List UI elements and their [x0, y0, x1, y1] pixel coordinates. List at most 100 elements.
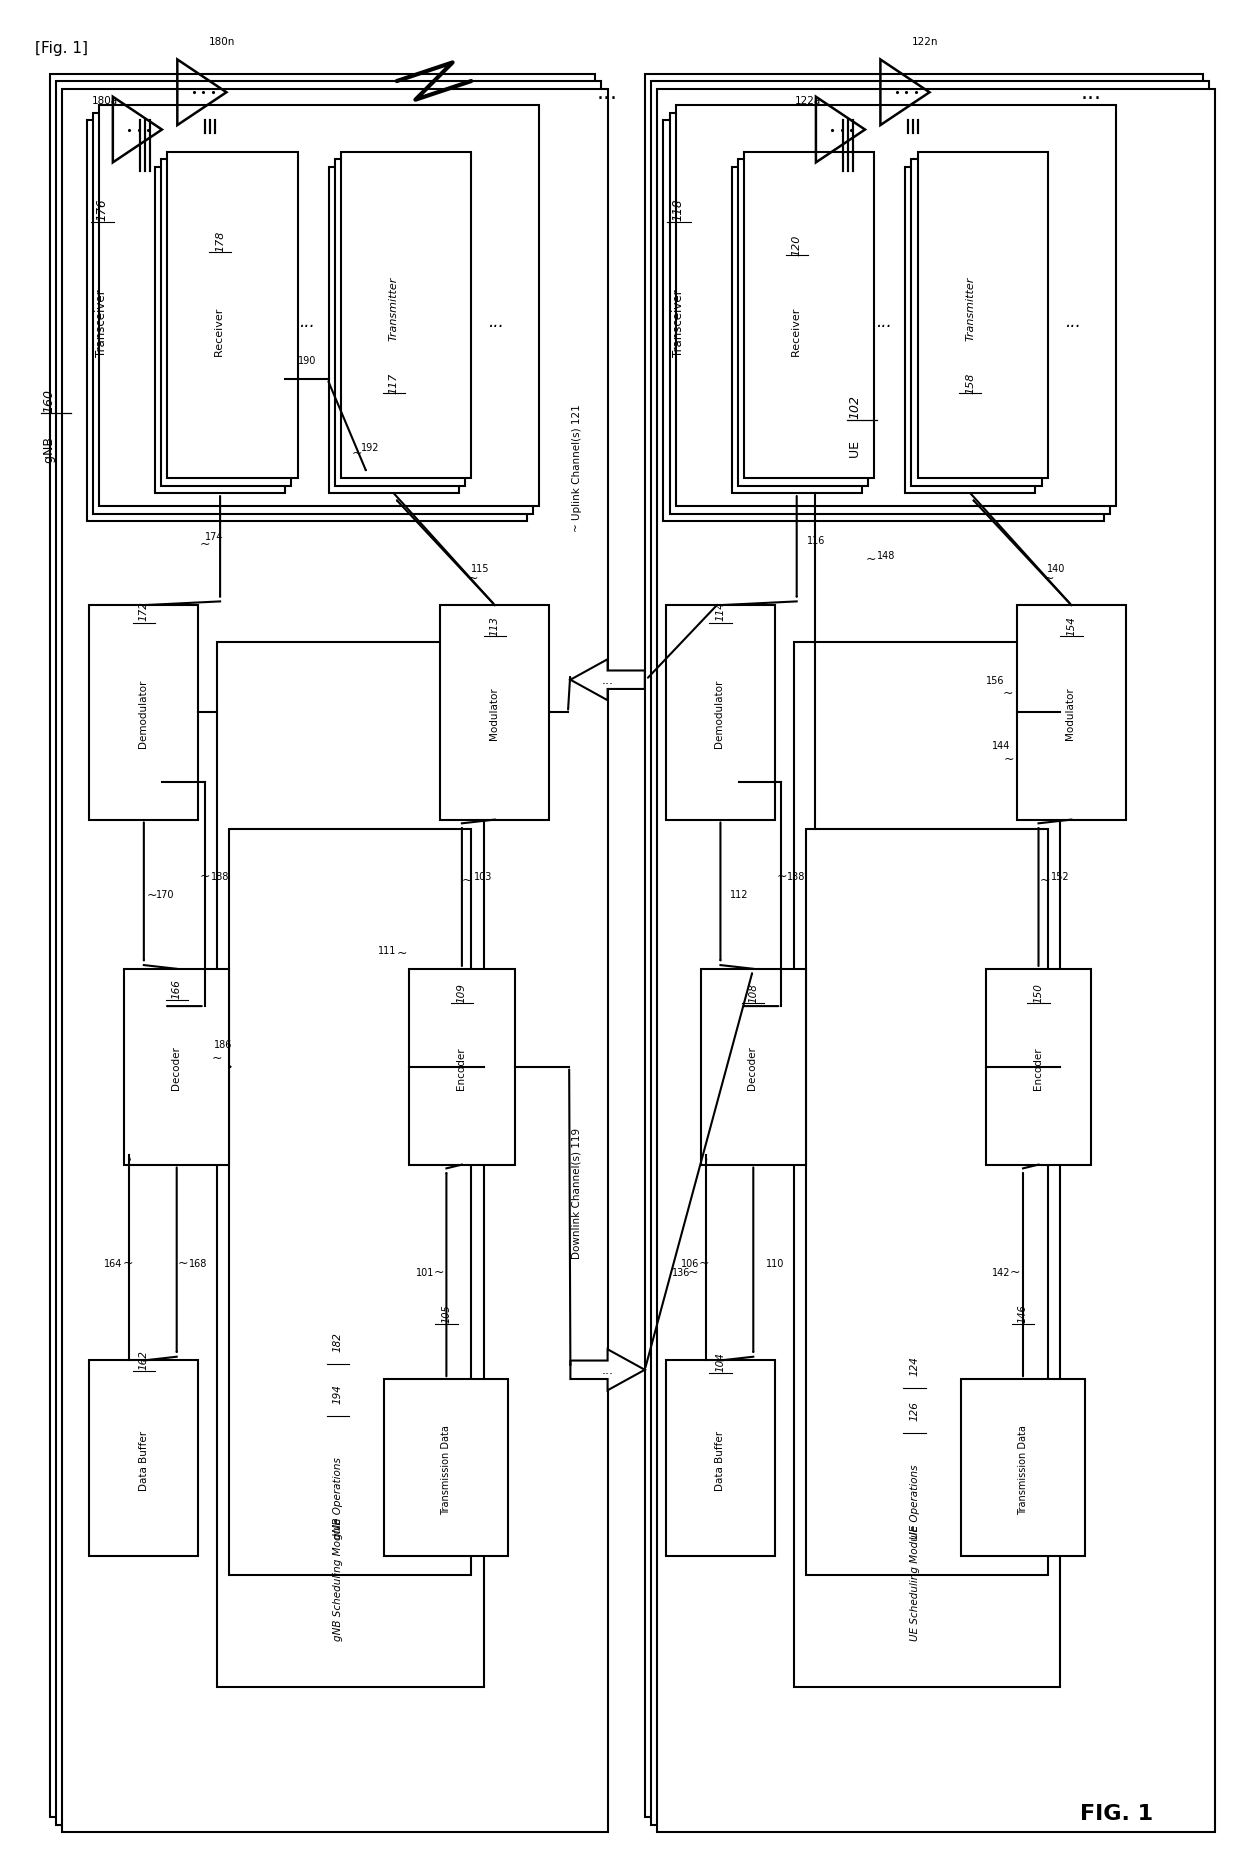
Bar — [657, 89, 1215, 1832]
Text: ...: ... — [299, 313, 315, 330]
Text: ~: ~ — [1011, 1266, 1021, 1279]
Bar — [1017, 606, 1126, 820]
Bar — [56, 82, 601, 1825]
Text: 170: 170 — [156, 889, 175, 900]
Text: 126: 126 — [909, 1400, 920, 1420]
Text: ~: ~ — [699, 1256, 709, 1269]
Bar — [670, 114, 1110, 514]
Text: gNB Operations: gNB Operations — [332, 1452, 343, 1538]
Text: 156: 156 — [986, 675, 1004, 686]
Bar — [89, 606, 198, 820]
Text: 113: 113 — [490, 615, 500, 636]
Text: 190: 190 — [298, 356, 316, 365]
Bar — [645, 75, 1203, 1817]
Text: 103: 103 — [474, 870, 492, 882]
Text: Downlink Channel(s) 119: Downlink Channel(s) 119 — [572, 1128, 582, 1258]
Bar — [744, 153, 874, 479]
Polygon shape — [570, 660, 645, 701]
Text: 138: 138 — [787, 870, 806, 882]
Text: ~: ~ — [352, 447, 362, 459]
Bar — [961, 1379, 1085, 1556]
Text: gNB: gNB — [43, 432, 56, 462]
Bar — [738, 160, 868, 487]
Bar — [986, 969, 1091, 1165]
Bar — [701, 969, 806, 1165]
Text: Encoder: Encoder — [456, 1044, 467, 1090]
Text: 158: 158 — [965, 373, 976, 393]
Text: 124: 124 — [909, 1355, 920, 1376]
Text: 118: 118 — [672, 198, 684, 222]
Text: ...: ... — [489, 313, 503, 330]
Bar — [161, 160, 291, 487]
Bar — [50, 75, 595, 1817]
Bar — [155, 168, 285, 494]
Text: 148: 148 — [877, 550, 895, 561]
Bar — [341, 153, 471, 479]
Bar — [99, 106, 539, 507]
Text: 176: 176 — [95, 198, 108, 222]
Text: ~: ~ — [776, 870, 786, 882]
Bar — [663, 121, 1104, 522]
Text: ...: ... — [601, 1364, 614, 1376]
Bar — [651, 82, 1209, 1825]
Bar — [335, 160, 465, 487]
Text: 168: 168 — [190, 1258, 207, 1268]
Text: 188: 188 — [211, 870, 229, 882]
Text: 120: 120 — [791, 235, 802, 255]
Text: 122n: 122n — [911, 37, 937, 47]
Text: 108: 108 — [748, 982, 759, 1003]
Text: Transmission Data: Transmission Data — [441, 1422, 451, 1514]
Text: 154: 154 — [1066, 615, 1076, 636]
Text: 172: 172 — [139, 600, 149, 621]
Text: 146: 146 — [1018, 1303, 1028, 1323]
Text: 166: 166 — [171, 979, 182, 999]
Text: 144: 144 — [992, 740, 1011, 751]
Text: Transceiver: Transceiver — [672, 285, 684, 358]
Text: ~: ~ — [461, 874, 472, 885]
Text: 192: 192 — [361, 442, 379, 453]
Text: Transceiver: Transceiver — [95, 285, 108, 358]
Text: ~: ~ — [866, 554, 875, 565]
Bar — [62, 89, 608, 1832]
Text: 105: 105 — [441, 1303, 451, 1323]
Text: 140: 140 — [1048, 563, 1065, 574]
Text: 106: 106 — [681, 1258, 699, 1268]
Bar — [217, 643, 484, 1687]
Text: 122a: 122a — [795, 97, 821, 106]
Text: Modulator: Modulator — [490, 684, 500, 742]
Text: ~: ~ — [688, 1266, 698, 1279]
Text: 101: 101 — [415, 1268, 434, 1277]
Text: Encoder: Encoder — [1033, 1044, 1044, 1090]
Text: 102: 102 — [849, 395, 862, 418]
Text: 109: 109 — [456, 982, 467, 1003]
Text: ~: ~ — [200, 870, 210, 882]
Text: ~: ~ — [200, 539, 211, 550]
Text: 178: 178 — [215, 231, 226, 252]
Text: Transmitter: Transmitter — [965, 276, 976, 341]
Text: ...: ... — [1081, 84, 1101, 103]
Text: Demodulator: Demodulator — [139, 677, 149, 749]
Text: ...: ... — [875, 313, 892, 330]
Bar — [666, 1361, 775, 1556]
Text: 110: 110 — [765, 1258, 784, 1268]
Text: 116: 116 — [806, 535, 825, 546]
Text: 104: 104 — [715, 1351, 725, 1372]
Text: 162: 162 — [139, 1350, 149, 1370]
Text: 194: 194 — [332, 1383, 343, 1404]
Text: Decoder: Decoder — [748, 1044, 759, 1090]
Text: 114: 114 — [715, 600, 725, 621]
Bar — [124, 969, 229, 1165]
Text: ...: ... — [1065, 313, 1080, 330]
Text: 150: 150 — [1033, 982, 1044, 1003]
Bar — [918, 153, 1048, 479]
Text: 164: 164 — [104, 1258, 123, 1268]
Bar — [732, 168, 862, 494]
Text: FIG. 1: FIG. 1 — [1080, 1802, 1153, 1823]
Text: Decoder: Decoder — [171, 1044, 182, 1090]
Text: 182: 182 — [332, 1331, 343, 1351]
Text: ~: ~ — [212, 1051, 222, 1064]
Bar — [440, 606, 549, 820]
Text: Data Buffer: Data Buffer — [139, 1428, 149, 1489]
Text: ~: ~ — [146, 889, 156, 900]
Text: ~: ~ — [1044, 572, 1054, 583]
